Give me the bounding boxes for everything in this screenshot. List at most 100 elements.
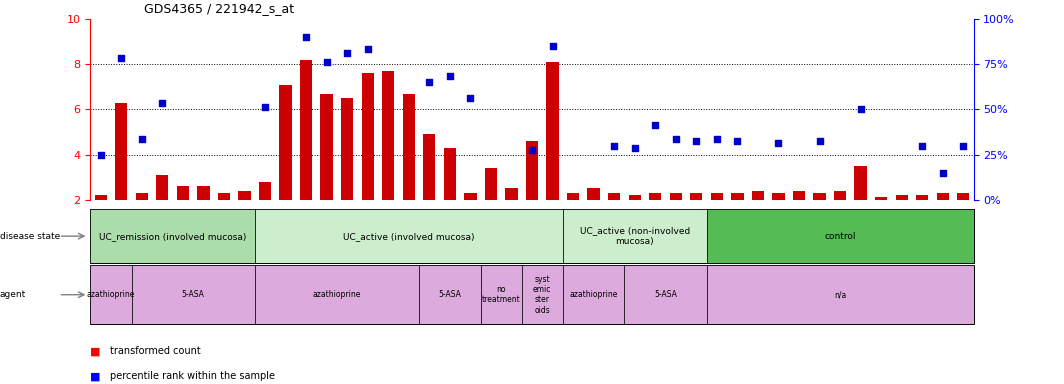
Point: [442, 73, 459, 79]
Bar: [711, 193, 724, 200]
Text: UC_active (non-involved
mucosa): UC_active (non-involved mucosa): [580, 227, 689, 246]
Point: [729, 138, 746, 144]
Bar: [90, 265, 132, 324]
Text: no
treatment: no treatment: [482, 285, 520, 305]
Point: [523, 147, 541, 153]
Point: [647, 122, 664, 128]
Text: 5-ASA: 5-ASA: [654, 290, 677, 299]
Point: [93, 152, 110, 158]
Bar: [625, 265, 706, 324]
Bar: [706, 265, 974, 324]
Bar: [547, 62, 559, 200]
Bar: [587, 189, 600, 200]
Bar: [563, 209, 706, 263]
Point: [934, 170, 951, 176]
Bar: [320, 94, 333, 200]
Point: [627, 145, 644, 151]
Bar: [259, 182, 271, 200]
Bar: [135, 193, 148, 200]
Point: [852, 106, 869, 113]
Point: [667, 136, 684, 142]
Bar: [95, 195, 106, 200]
Bar: [916, 195, 929, 200]
Point: [687, 138, 704, 144]
Bar: [444, 148, 456, 200]
Bar: [90, 209, 254, 263]
Point: [133, 136, 150, 142]
Point: [709, 136, 726, 142]
Point: [954, 142, 971, 149]
Bar: [177, 186, 189, 200]
Point: [420, 79, 437, 86]
Text: 5-ASA: 5-ASA: [438, 290, 462, 299]
Text: 5-ASA: 5-ASA: [182, 290, 204, 299]
Bar: [505, 189, 517, 200]
Bar: [464, 193, 477, 200]
Bar: [197, 186, 210, 200]
Bar: [936, 193, 949, 200]
Bar: [115, 103, 128, 200]
Text: percentile rank within the sample: percentile rank within the sample: [110, 371, 275, 381]
Text: azathioprine: azathioprine: [87, 290, 135, 299]
Bar: [854, 166, 867, 200]
Bar: [280, 84, 292, 200]
Bar: [563, 265, 625, 324]
Bar: [526, 141, 538, 200]
Bar: [896, 195, 908, 200]
Bar: [254, 265, 419, 324]
Bar: [218, 193, 230, 200]
Bar: [567, 193, 579, 200]
Text: azathioprine: azathioprine: [313, 290, 361, 299]
Bar: [669, 193, 682, 200]
Bar: [813, 193, 826, 200]
Bar: [481, 265, 521, 324]
Bar: [419, 265, 481, 324]
Bar: [731, 193, 744, 200]
Point: [811, 138, 828, 144]
Bar: [629, 195, 641, 200]
Text: n/a: n/a: [834, 290, 846, 299]
Bar: [382, 71, 395, 200]
Bar: [423, 134, 435, 200]
Point: [914, 142, 931, 149]
Bar: [521, 265, 563, 324]
Text: GDS4365 / 221942_s_at: GDS4365 / 221942_s_at: [144, 2, 294, 15]
Bar: [362, 73, 373, 200]
Bar: [691, 193, 702, 200]
Bar: [340, 98, 353, 200]
Point: [318, 59, 335, 65]
Bar: [649, 193, 662, 200]
Text: ■: ■: [90, 371, 101, 381]
Bar: [793, 191, 805, 200]
Text: disease state: disease state: [0, 232, 61, 241]
Text: control: control: [825, 232, 855, 241]
Bar: [238, 191, 251, 200]
Text: transformed count: transformed count: [110, 346, 200, 356]
Point: [154, 99, 171, 106]
Point: [360, 45, 377, 51]
Text: agent: agent: [0, 290, 27, 299]
Point: [113, 55, 130, 61]
Text: syst
emic
ster
oids: syst emic ster oids: [533, 275, 551, 315]
Bar: [706, 209, 974, 263]
Text: azathioprine: azathioprine: [569, 290, 618, 299]
Bar: [608, 193, 620, 200]
Text: UC_remission (involved mucosa): UC_remission (involved mucosa): [99, 232, 246, 241]
Text: UC_active (involved mucosa): UC_active (involved mucosa): [343, 232, 475, 241]
Bar: [772, 193, 784, 200]
Point: [338, 50, 355, 56]
Bar: [254, 209, 563, 263]
Bar: [958, 193, 969, 200]
Point: [462, 95, 479, 101]
Point: [770, 140, 787, 146]
Point: [544, 43, 561, 50]
Bar: [834, 191, 846, 200]
Bar: [402, 94, 415, 200]
Bar: [485, 168, 497, 200]
Point: [298, 34, 315, 40]
Bar: [132, 265, 254, 324]
Bar: [752, 191, 764, 200]
Text: ■: ■: [90, 346, 101, 356]
Bar: [300, 60, 312, 200]
Bar: [156, 175, 168, 200]
